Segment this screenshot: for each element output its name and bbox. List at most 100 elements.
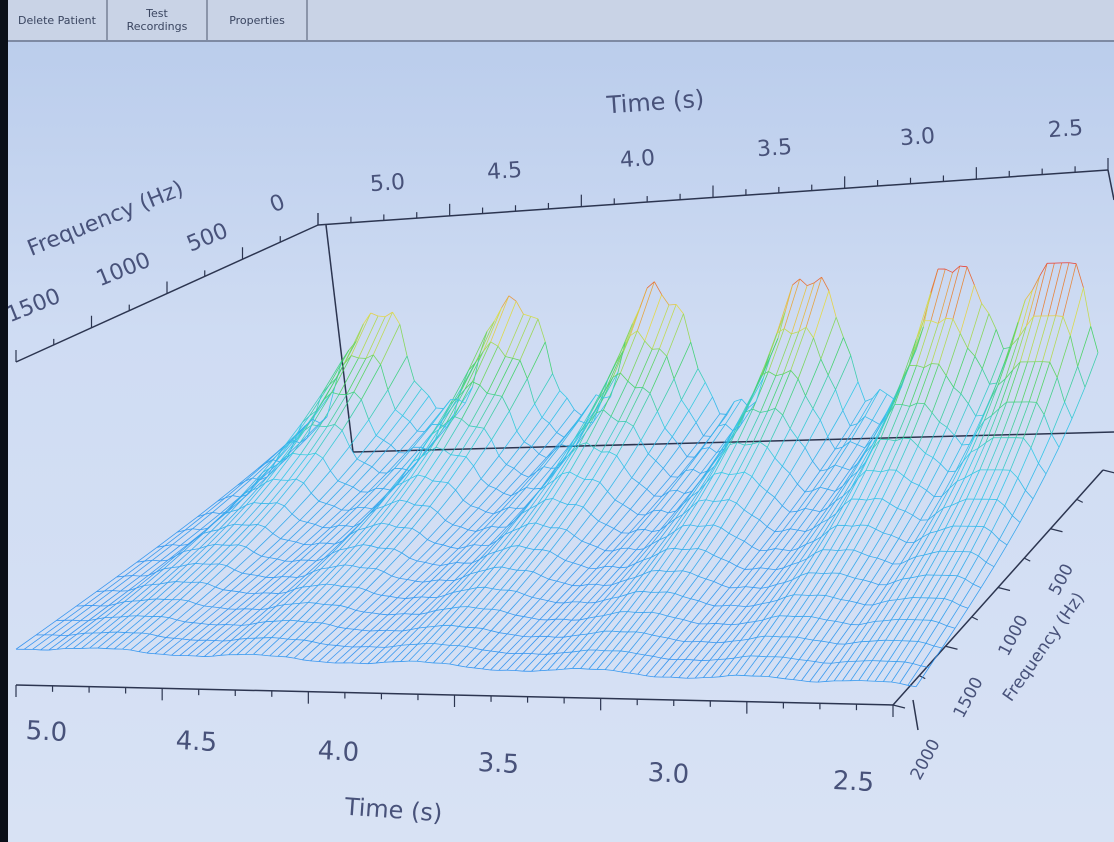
surface-line [239, 592, 247, 593]
surface-line [572, 603, 588, 620]
surface-line [787, 595, 801, 616]
surface-line [560, 476, 577, 502]
surface-line [188, 584, 207, 601]
surface-line [1070, 288, 1083, 336]
surface-line [433, 547, 451, 564]
surface-line [833, 597, 841, 599]
surface-line [910, 404, 924, 439]
surface-line [661, 658, 669, 659]
surface-line [592, 479, 600, 482]
tick-mark [1051, 529, 1063, 532]
surface-line [1028, 316, 1041, 362]
surface-line [960, 285, 974, 333]
surface-line [653, 510, 661, 511]
surface-line [798, 510, 813, 530]
surface-line [235, 570, 243, 573]
surface-line [451, 625, 459, 626]
surface-line [1070, 336, 1077, 367]
surface-line [726, 658, 734, 659]
surface-line [415, 581, 423, 582]
surface-line [659, 594, 674, 614]
surface-line [660, 637, 668, 638]
surface-line [125, 616, 144, 632]
surface-line [531, 654, 539, 655]
surface-line [896, 439, 910, 471]
surface-line [596, 566, 612, 584]
surface-line [989, 470, 1002, 499]
surface-line [560, 502, 568, 505]
surface-line [466, 667, 474, 668]
surface-line [852, 500, 866, 526]
surface-line [250, 558, 269, 575]
surface-line [637, 282, 654, 331]
surface-line [474, 631, 491, 649]
surface-line [836, 389, 843, 410]
toolbar-button[interactable]: Delete Patient [8, 0, 108, 40]
surface-line [1008, 402, 1021, 438]
surface-line [314, 605, 332, 623]
surface-line [657, 379, 674, 412]
surface-line [247, 577, 266, 593]
toolbar-button[interactable]: Properties [208, 0, 308, 40]
surface-line [822, 277, 829, 290]
surface-line [992, 532, 1000, 540]
surface-line [516, 597, 533, 615]
surface-line [1065, 366, 1078, 402]
surface-line [927, 490, 935, 496]
surface-line [362, 630, 370, 631]
toolbar-button[interactable]: Test Recordings [108, 0, 208, 40]
surface-line [509, 296, 516, 301]
surface-line [612, 548, 628, 566]
surface-line [835, 621, 843, 623]
surface-line [515, 618, 531, 635]
surface-line [667, 514, 683, 536]
surface-line [533, 572, 541, 576]
surface-line [820, 487, 828, 489]
surface-line [769, 677, 777, 678]
surface-line [853, 642, 861, 643]
surface-line [722, 588, 737, 606]
surface-line [540, 603, 556, 620]
surface-line [436, 408, 443, 409]
surface-line [1031, 448, 1039, 464]
surface-line [285, 545, 304, 562]
surface-line [308, 603, 316, 604]
surface-line [364, 508, 372, 509]
tick-mark [946, 646, 958, 649]
surface-line [725, 424, 732, 431]
surface-line [410, 540, 428, 558]
surface-line [857, 453, 864, 463]
surface-line [794, 573, 808, 595]
surface-line [200, 582, 208, 583]
surface-line [997, 500, 1005, 506]
axis-title: Frequency (Hz) [24, 176, 187, 261]
axis-line [326, 225, 353, 452]
surface-line [826, 681, 834, 682]
surface-line [509, 488, 526, 508]
surface-line [893, 543, 907, 564]
surface-line [581, 669, 589, 670]
surface-line [800, 279, 807, 286]
surface-line [628, 341, 645, 381]
surface-line [1014, 362, 1027, 402]
surface-line [536, 498, 553, 522]
surface-line [372, 596, 390, 613]
surface-line [713, 500, 728, 525]
surface-line [659, 349, 666, 356]
surface-line [346, 612, 364, 628]
surface-line [215, 641, 223, 642]
tick-mark [893, 705, 905, 708]
surface-line [952, 601, 960, 605]
surface-line [524, 442, 531, 447]
surface-line [450, 627, 467, 645]
surface-line [820, 491, 835, 511]
surface-line [621, 672, 629, 673]
surface-line [835, 426, 850, 449]
surface-line [523, 620, 539, 637]
surface-line [493, 589, 501, 590]
surface-line [591, 514, 599, 521]
surface-line [491, 653, 507, 670]
surface-line [407, 562, 425, 579]
surface-line [821, 621, 835, 641]
surface-line [736, 656, 750, 675]
